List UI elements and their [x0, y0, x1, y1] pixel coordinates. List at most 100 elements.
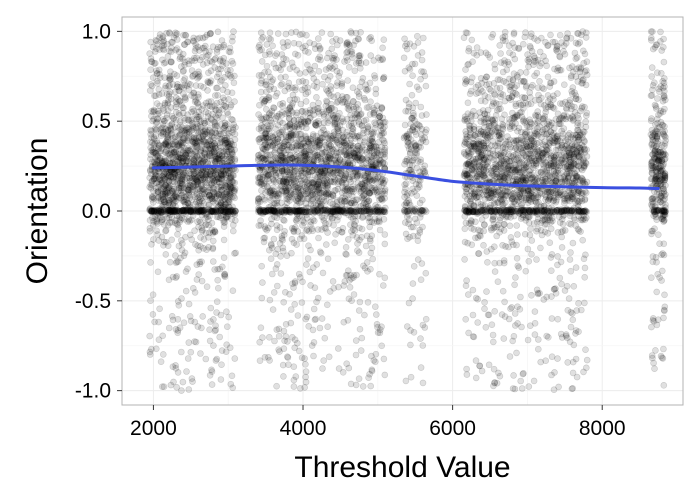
data-point [161, 192, 169, 199]
data-point [220, 236, 228, 244]
data-point [207, 304, 215, 312]
data-point [417, 103, 425, 111]
data-point [164, 221, 172, 229]
data-point [222, 122, 229, 129]
data-point [329, 278, 337, 285]
data-point [154, 207, 162, 214]
data-point [258, 294, 266, 302]
data-point [190, 34, 197, 42]
data-point [376, 270, 383, 278]
data-point [269, 306, 277, 313]
data-point [215, 284, 222, 292]
data-point [156, 156, 163, 164]
data-point [465, 208, 473, 216]
data-point [159, 193, 167, 201]
data-point [185, 300, 193, 308]
data-point [198, 324, 205, 332]
data-point [346, 283, 354, 291]
data-point [284, 354, 292, 361]
data-point [286, 206, 294, 214]
data-point [149, 291, 157, 299]
data-point [314, 175, 321, 182]
data-point [216, 265, 223, 273]
data-point [212, 171, 219, 178]
data-point [349, 103, 357, 111]
data-point [153, 179, 160, 186]
data-point [335, 206, 342, 214]
data-point [375, 207, 383, 215]
data-point [416, 226, 424, 234]
data-point [167, 75, 174, 82]
data-point [411, 60, 419, 68]
data-point [168, 38, 175, 46]
data-point [160, 221, 168, 228]
data-point [151, 207, 158, 214]
data-point [157, 132, 165, 140]
data-point [311, 62, 319, 70]
data-point [315, 42, 323, 50]
data-point [152, 172, 159, 179]
data-point [162, 227, 169, 235]
data-point [183, 82, 191, 89]
data-point [166, 150, 173, 157]
data-point [486, 204, 493, 212]
data-point [486, 174, 494, 181]
data-point [332, 35, 340, 43]
data-point [295, 190, 303, 197]
data-point [362, 242, 370, 250]
data-point [341, 205, 349, 213]
data-point [164, 136, 171, 144]
data-point [479, 88, 486, 95]
data-point [155, 193, 162, 201]
data-point [410, 262, 418, 270]
data-point [337, 147, 345, 154]
data-point [147, 144, 154, 151]
data-point [351, 212, 359, 220]
data-point [304, 151, 312, 158]
data-point [156, 305, 163, 313]
data-point [218, 361, 225, 369]
data-point [413, 164, 421, 172]
data-point [360, 185, 368, 193]
data-point [361, 311, 368, 319]
data-point [158, 176, 166, 184]
data-point [408, 91, 416, 99]
data-point [164, 131, 172, 139]
data-point [196, 34, 204, 42]
data-point [160, 196, 167, 203]
data-point [366, 79, 374, 87]
data-point [161, 169, 169, 176]
data-point [165, 169, 173, 177]
data-point [196, 217, 203, 224]
data-point [178, 185, 185, 192]
data-point [164, 107, 172, 115]
data-point [175, 301, 183, 309]
data-point [227, 174, 235, 182]
data-point [164, 173, 172, 181]
data-point [355, 249, 363, 256]
data-point [334, 125, 342, 132]
data-point [167, 58, 175, 65]
data-point [162, 190, 170, 198]
data-point [160, 59, 168, 67]
data-point [421, 134, 429, 141]
data-point [282, 73, 289, 81]
data-point [484, 258, 491, 266]
data-point [158, 209, 165, 216]
data-point [199, 313, 206, 320]
data-point [154, 40, 161, 48]
data-point [257, 209, 265, 217]
data-point [223, 308, 230, 316]
data-point [147, 167, 154, 175]
data-point [352, 351, 360, 359]
data-point [161, 238, 168, 246]
data-point [163, 186, 170, 194]
data-point [158, 179, 166, 187]
data-point [150, 141, 158, 148]
data-point [357, 347, 365, 354]
data-point [414, 52, 422, 59]
data-point [291, 96, 299, 103]
data-point [224, 323, 231, 331]
data-point [163, 134, 171, 141]
data-point [165, 206, 173, 214]
